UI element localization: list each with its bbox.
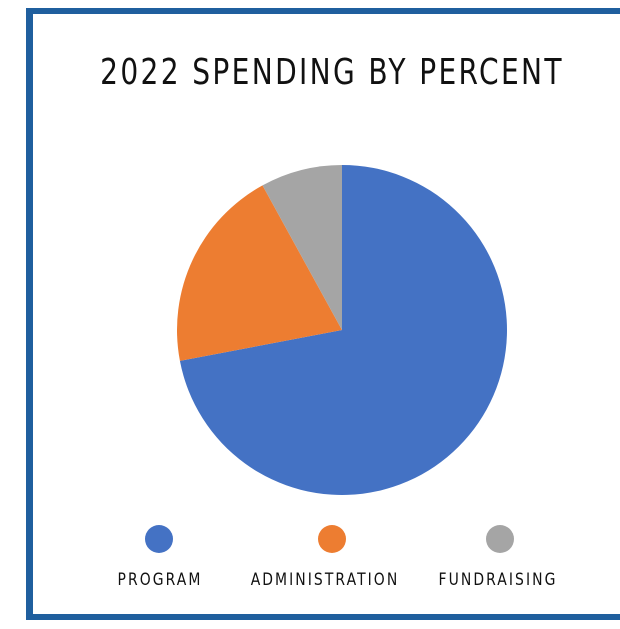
legend-marker-fundraising	[486, 525, 514, 553]
chart-title: 2022 SPENDING BY PERCENT	[100, 52, 564, 93]
legend-label-fundraising: FUNDRAISING	[438, 570, 558, 590]
pie-slice-program	[179, 165, 508, 496]
legend-marker-program	[145, 525, 173, 553]
legend-label-program: PROGRAM	[117, 570, 203, 590]
legend-marker-administration	[318, 525, 346, 553]
pie-slice-fundraising	[262, 165, 342, 330]
pie-slice-administration	[176, 185, 342, 361]
legend-label-administration: ADMINISTRATION	[250, 570, 400, 590]
